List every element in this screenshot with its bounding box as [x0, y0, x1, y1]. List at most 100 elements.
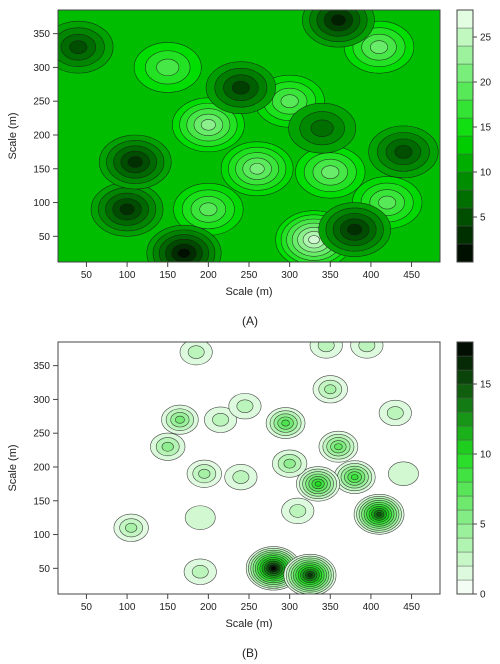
- contour-ring: [161, 441, 174, 452]
- hotspot-19: [350, 342, 384, 359]
- x-tick-label: 150: [159, 602, 176, 613]
- y-tick-label: 100: [33, 530, 50, 541]
- y-tick-label: 350: [33, 29, 50, 40]
- hotspot-3: [333, 460, 376, 494]
- colorbar-tick-label: 0: [480, 590, 486, 601]
- hotspot-11: [113, 513, 149, 542]
- contour-ring: [69, 40, 88, 54]
- contour-ring: [187, 345, 205, 359]
- y-tick-label: 300: [33, 395, 50, 406]
- x-tick-label: 200: [200, 602, 217, 613]
- colorbar-swatch: [456, 117, 474, 137]
- hotspot-15: [228, 393, 262, 420]
- colorbar-swatch: [456, 537, 474, 553]
- y-tick-label: 150: [33, 164, 50, 175]
- contour-ring: [317, 342, 335, 353]
- hotspot-20: [378, 399, 412, 427]
- colorbar-swatch: [456, 481, 474, 497]
- colorbar-swatch: [456, 369, 474, 385]
- x-tick-label: 100: [119, 602, 136, 613]
- contour-ring: [334, 443, 343, 451]
- colorbar-swatch: [456, 551, 474, 567]
- colorbar-swatch: [456, 439, 474, 455]
- hotspot-21: [281, 497, 315, 525]
- contour-ring: [283, 458, 296, 469]
- contour-ring: [388, 461, 419, 486]
- colorbar-swatch: [456, 565, 474, 581]
- contour-ring: [289, 504, 307, 518]
- contour-ring: [281, 419, 290, 427]
- y-tick-label: 50: [39, 564, 51, 575]
- y-tick-label: 50: [39, 232, 51, 243]
- hotspot-4: [296, 466, 341, 502]
- hotspot-5: [318, 430, 359, 463]
- x-tick-label: 350: [322, 602, 339, 613]
- x-tick-label: 150: [159, 270, 176, 281]
- contour-ring: [350, 474, 359, 481]
- colorbar-swatch: [456, 397, 474, 413]
- colorbar-swatch: [456, 495, 474, 511]
- contour-ring: [378, 195, 397, 210]
- contour-ring: [177, 248, 191, 259]
- colorbar-swatch: [456, 243, 474, 263]
- colorbar-tick-label: 15: [480, 380, 492, 391]
- colorbar-swatch: [456, 579, 474, 595]
- chart-panel-b: 50 100 150 200 250 300 350 400 450 50 100 150 200 250…: [0, 332, 500, 664]
- colorbar-swatch: [456, 99, 474, 119]
- contour-chart-b: 50 100 150 200 250 300 350 400 45050100150200250…: [7, 341, 492, 630]
- colorbar-tick-label: 20: [480, 78, 492, 89]
- y-tick-label: 100: [33, 198, 50, 209]
- colorbar-swatch: [456, 383, 474, 399]
- colorbar-swatch: [456, 509, 474, 525]
- hotspot-8: [161, 404, 199, 435]
- colorbar-tick-label: 10: [480, 168, 492, 179]
- x-tick-label: 400: [363, 270, 380, 281]
- colorbar: 0 5 10 15: [456, 341, 492, 601]
- x-tick-label: 250: [241, 270, 258, 281]
- colorbar-frame: [456, 9, 474, 263]
- contour-ring: [191, 565, 209, 579]
- colorbar-swatch: [456, 425, 474, 441]
- hotspot-9: [146, 224, 222, 262]
- chart-panel-a: 50 100 150 200 250 300 350 400 450 50 100 150 200 250…: [7, 9, 492, 328]
- contour-ring: [175, 415, 185, 424]
- x-tick-label: 100: [119, 270, 136, 281]
- contour-ring: [156, 58, 180, 77]
- contour-layer: [113, 342, 419, 594]
- x-tick-label: 200: [200, 270, 217, 281]
- x-tick-label: 300: [281, 602, 298, 613]
- colorbar-swatch: [456, 45, 474, 65]
- colorbar-swatch: [456, 523, 474, 539]
- colorbar: 5 10 15 20 25: [456, 9, 492, 263]
- y-tick-label: 250: [33, 429, 50, 440]
- x-tick-label: 300: [281, 270, 298, 281]
- hotspot-17: [288, 102, 357, 154]
- contour-ring: [308, 235, 320, 245]
- hotspot-22: [184, 505, 216, 530]
- colorbar-tick-label: 25: [480, 33, 492, 44]
- colorbar-swatch: [456, 189, 474, 209]
- x-axis-label: Scale (m): [225, 286, 272, 298]
- contour-ring: [232, 470, 250, 484]
- hotspot-10: [186, 459, 222, 488]
- hotspot-23: [388, 461, 419, 486]
- contour-ring: [307, 572, 313, 578]
- y-axis-label: Scale (m): [7, 112, 19, 159]
- y-tick-label: 250: [33, 97, 50, 108]
- contour-ring: [386, 406, 404, 420]
- hotspot-16: [58, 20, 114, 74]
- hotspot-7: [272, 449, 308, 478]
- x-tick-label: 50: [81, 270, 93, 281]
- chart-b-subtitle: (B): [242, 646, 258, 660]
- contour-ring: [347, 223, 363, 236]
- contour-ring: [212, 412, 229, 427]
- x-tick-label: 250: [241, 602, 258, 613]
- colorbar-swatch: [456, 9, 474, 29]
- hotspot-14: [318, 202, 391, 257]
- x-tick-label: 450: [403, 602, 420, 613]
- x-axis-label: Scale (m): [225, 618, 272, 630]
- contour-ring: [376, 511, 382, 517]
- hotspot-14: [204, 406, 238, 433]
- x-tick-label: 50: [81, 602, 93, 613]
- hotspot-12: [183, 558, 217, 585]
